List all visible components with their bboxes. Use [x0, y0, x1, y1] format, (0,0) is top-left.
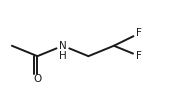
Text: N: N [59, 41, 67, 51]
Text: F: F [137, 28, 142, 38]
Text: H: H [59, 51, 67, 61]
Text: O: O [33, 74, 41, 84]
Text: F: F [137, 51, 142, 61]
